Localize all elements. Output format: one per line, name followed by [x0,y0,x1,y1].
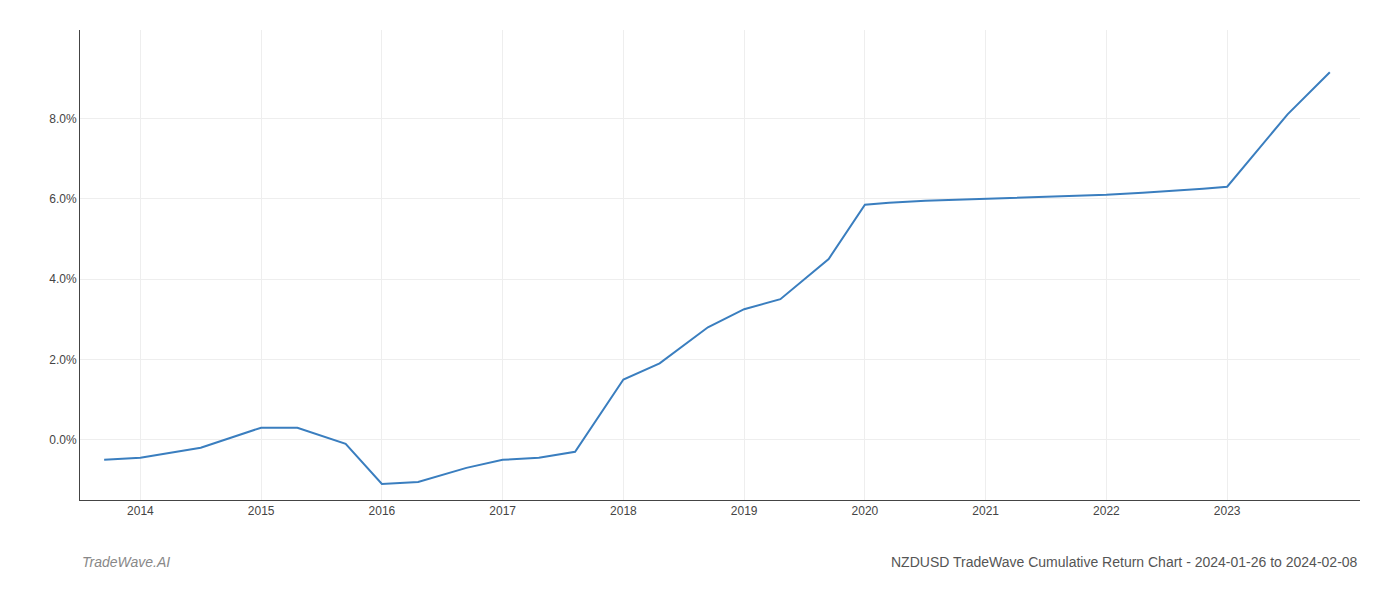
svg-text:2018: 2018 [610,504,637,518]
svg-text:2021: 2021 [972,504,999,518]
svg-text:8.0%: 8.0% [49,112,77,126]
svg-text:NZDUSD TradeWave Cumulative Re: NZDUSD TradeWave Cumulative Return Chart… [891,554,1358,570]
svg-text:2020: 2020 [852,504,879,518]
svg-text:2023: 2023 [1214,504,1241,518]
svg-text:2015: 2015 [248,504,275,518]
svg-text:2017: 2017 [489,504,516,518]
svg-text:2022: 2022 [1093,504,1120,518]
svg-text:4.0%: 4.0% [49,272,77,286]
svg-text:2014: 2014 [127,504,154,518]
svg-text:0.0%: 0.0% [49,433,77,447]
svg-text:2016: 2016 [369,504,396,518]
svg-text:2.0%: 2.0% [49,353,77,367]
svg-text:2019: 2019 [731,504,758,518]
svg-text:6.0%: 6.0% [49,192,77,206]
svg-text:TradeWave.AI: TradeWave.AI [82,554,170,570]
